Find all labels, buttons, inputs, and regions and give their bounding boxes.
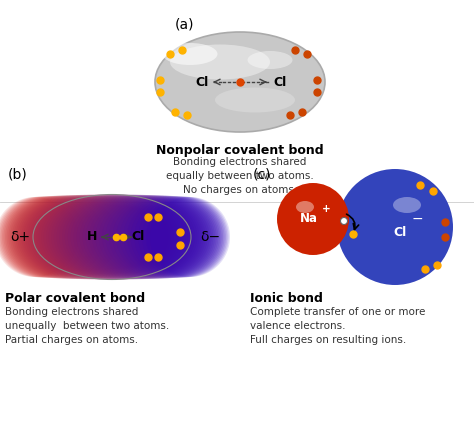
Ellipse shape <box>39 195 157 279</box>
Text: −: − <box>411 212 423 226</box>
Circle shape <box>337 169 453 285</box>
Text: Cl: Cl <box>393 225 407 238</box>
Ellipse shape <box>34 195 152 279</box>
Ellipse shape <box>73 195 191 279</box>
Ellipse shape <box>7 196 105 278</box>
Ellipse shape <box>0 197 87 278</box>
Text: Ionic bond: Ionic bond <box>250 292 323 305</box>
Ellipse shape <box>163 43 218 65</box>
Ellipse shape <box>109 195 213 279</box>
Ellipse shape <box>119 196 219 278</box>
Ellipse shape <box>296 201 314 213</box>
Ellipse shape <box>59 195 179 279</box>
Ellipse shape <box>2 196 94 278</box>
Text: (a): (a) <box>175 17 194 31</box>
Ellipse shape <box>150 197 230 277</box>
Text: Na: Na <box>300 213 318 225</box>
Text: δ−: δ− <box>200 230 220 244</box>
Ellipse shape <box>71 195 189 279</box>
Ellipse shape <box>16 195 123 279</box>
Ellipse shape <box>146 197 229 277</box>
Ellipse shape <box>54 195 174 279</box>
Text: +: + <box>322 204 330 214</box>
Ellipse shape <box>95 195 206 279</box>
Text: δ+: δ+ <box>10 230 30 244</box>
Ellipse shape <box>56 195 176 279</box>
Ellipse shape <box>23 195 136 279</box>
Ellipse shape <box>0 197 75 277</box>
Ellipse shape <box>92 195 204 279</box>
Ellipse shape <box>127 196 221 278</box>
Ellipse shape <box>25 195 139 279</box>
Ellipse shape <box>12 195 116 279</box>
Text: Cl: Cl <box>273 76 287 89</box>
Text: Polar covalent bond: Polar covalent bond <box>5 292 145 305</box>
Ellipse shape <box>27 195 142 279</box>
Ellipse shape <box>14 195 119 279</box>
Ellipse shape <box>102 195 210 279</box>
Ellipse shape <box>99 195 208 279</box>
Ellipse shape <box>80 195 195 279</box>
Ellipse shape <box>44 195 163 279</box>
Ellipse shape <box>46 195 166 279</box>
Ellipse shape <box>21 195 133 279</box>
Ellipse shape <box>62 195 182 279</box>
Ellipse shape <box>215 87 295 113</box>
Text: Nonpolar covalent bond: Nonpolar covalent bond <box>156 144 324 157</box>
Text: H: H <box>87 230 97 243</box>
Ellipse shape <box>41 195 160 279</box>
Text: Bonding electrons shared
unequally  between two atoms.
Partial charges on atoms.: Bonding electrons shared unequally betwe… <box>5 307 169 345</box>
Ellipse shape <box>106 195 211 279</box>
Ellipse shape <box>65 195 184 279</box>
Ellipse shape <box>138 197 226 278</box>
Ellipse shape <box>155 32 325 132</box>
Circle shape <box>340 217 347 225</box>
Ellipse shape <box>18 195 126 279</box>
Ellipse shape <box>89 195 202 279</box>
Ellipse shape <box>68 195 186 279</box>
Text: Bonding electrons shared
equally between two atoms.
No charges on atoms.: Bonding electrons shared equally between… <box>166 157 314 195</box>
Ellipse shape <box>112 195 215 279</box>
Ellipse shape <box>116 196 217 278</box>
Ellipse shape <box>123 196 220 278</box>
Circle shape <box>277 183 349 255</box>
Text: Cl: Cl <box>131 230 145 243</box>
Ellipse shape <box>142 197 228 277</box>
Ellipse shape <box>170 44 270 79</box>
Ellipse shape <box>3 196 98 278</box>
Text: (b): (b) <box>8 168 28 182</box>
Ellipse shape <box>0 196 91 278</box>
Ellipse shape <box>0 197 79 277</box>
Ellipse shape <box>393 197 421 213</box>
Ellipse shape <box>49 195 169 279</box>
Text: Cl: Cl <box>195 76 209 89</box>
Ellipse shape <box>82 195 198 279</box>
Ellipse shape <box>9 196 109 278</box>
Ellipse shape <box>19 195 129 279</box>
Ellipse shape <box>76 195 193 279</box>
Ellipse shape <box>0 197 83 277</box>
Ellipse shape <box>86 195 200 279</box>
Ellipse shape <box>10 195 112 279</box>
Ellipse shape <box>51 195 171 279</box>
Ellipse shape <box>29 195 146 279</box>
Text: (c): (c) <box>253 168 272 182</box>
Ellipse shape <box>32 195 148 279</box>
Ellipse shape <box>131 196 223 278</box>
Text: Complete transfer of one or more
valence electrons.
Full charges on resulting io: Complete transfer of one or more valence… <box>250 307 425 345</box>
Ellipse shape <box>135 196 225 278</box>
Ellipse shape <box>36 195 155 279</box>
Ellipse shape <box>5 196 102 278</box>
Ellipse shape <box>247 51 292 69</box>
